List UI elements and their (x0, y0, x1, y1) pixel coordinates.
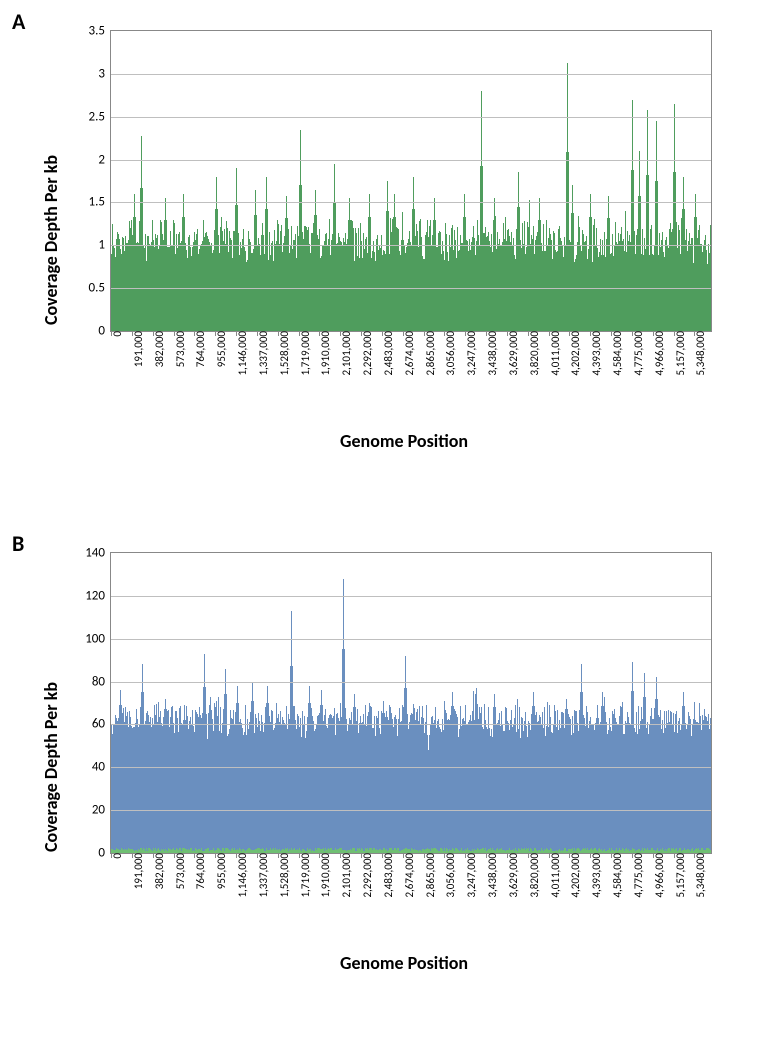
xtick: 4,966,000 (653, 853, 666, 898)
ytick: 0 (98, 846, 105, 861)
panel-b-plot: 0204060801001201400191,000382,000573,000… (110, 552, 712, 854)
xtick: 2,101,000 (340, 853, 353, 898)
xtick: 0 (111, 331, 124, 337)
xtick: 3,247,000 (465, 853, 478, 898)
ytick: 120 (85, 588, 105, 603)
ytick: 1 (98, 238, 105, 253)
panel-b-label: B (12, 530, 24, 557)
xtick: 382,000 (153, 331, 166, 367)
xtick: 2,292,000 (361, 853, 374, 898)
panel-b-bars (111, 553, 711, 853)
panel-b-ylabel: Coverage Depth Per kb (40, 682, 62, 852)
xtick: 191,000 (132, 331, 145, 367)
page: A Coverage Depth Per kb 00.511.522.533.5… (0, 0, 758, 1044)
xtick: 1,719,000 (299, 331, 312, 376)
panel-a-ylabel: Coverage Depth Per kb (40, 155, 62, 325)
xtick: 1,337,000 (257, 331, 270, 376)
xtick: 1,337,000 (257, 853, 270, 898)
ytick: 3.5 (89, 24, 105, 39)
xtick: 4,202,000 (569, 853, 582, 898)
ytick: 60 (92, 717, 105, 732)
xtick: 4,393,000 (590, 853, 603, 898)
xtick: 764,000 (194, 853, 207, 889)
xtick: 2,101,000 (340, 331, 353, 376)
xtick: 4,775,000 (632, 853, 645, 898)
xtick: 3,629,000 (507, 853, 520, 898)
panel-a-xlabel: Genome Position (340, 430, 468, 452)
panel-a-bars (111, 31, 711, 331)
xtick: 5,157,000 (674, 853, 687, 898)
xtick: 1,528,000 (278, 331, 291, 376)
xtick: 955,000 (215, 853, 228, 889)
xtick: 573,000 (174, 331, 187, 367)
ytick: 1.5 (89, 195, 105, 210)
xtick: 5,348,000 (694, 331, 707, 376)
ytick: 140 (85, 546, 105, 561)
xtick: 764,000 (194, 331, 207, 367)
xtick: 4,584,000 (611, 331, 624, 376)
xtick: 4,011,000 (549, 331, 562, 376)
xtick: 2,292,000 (361, 331, 374, 376)
xtick: 3,820,000 (528, 853, 541, 898)
xtick: 2,674,000 (403, 331, 416, 376)
panel-a-plot: 00.511.522.533.50191,000382,000573,00076… (110, 30, 712, 332)
ytick: 20 (92, 803, 105, 818)
xtick: 2,483,000 (382, 331, 395, 376)
ytick: 2 (98, 152, 105, 167)
panel-a: Coverage Depth Per kb 00.511.522.533.501… (40, 10, 720, 480)
panel-b-xlabel: Genome Position (340, 952, 468, 974)
xtick: 3,056,000 (444, 853, 457, 898)
xtick: 1,910,000 (319, 853, 332, 898)
xtick: 4,393,000 (590, 331, 603, 376)
xtick: 3,438,000 (486, 331, 499, 376)
xtick: 3,438,000 (486, 853, 499, 898)
xtick: 191,000 (132, 853, 145, 889)
xtick: 0 (111, 853, 124, 859)
ytick: 0.5 (89, 281, 105, 296)
xtick: 3,056,000 (444, 331, 457, 376)
xtick: 1,528,000 (278, 853, 291, 898)
ytick: 3 (98, 66, 105, 81)
xtick: 4,966,000 (653, 331, 666, 376)
xtick: 1,910,000 (319, 331, 332, 376)
ytick: 2.5 (89, 109, 105, 124)
panel-a-label: A (12, 8, 25, 35)
xtick: 573,000 (174, 853, 187, 889)
ytick: 0 (98, 324, 105, 339)
xtick: 3,629,000 (507, 331, 520, 376)
panel-b: Coverage Depth Per kb 020406080100120140… (40, 532, 720, 1012)
ytick: 80 (92, 674, 105, 689)
xtick: 3,247,000 (465, 331, 478, 376)
xtick: 4,202,000 (569, 331, 582, 376)
xtick: 1,719,000 (299, 853, 312, 898)
xtick: 1,146,000 (236, 853, 249, 898)
xtick: 5,348,000 (694, 853, 707, 898)
xtick: 2,865,000 (424, 331, 437, 376)
xtick: 1,146,000 (236, 331, 249, 376)
xtick: 4,011,000 (549, 853, 562, 898)
xtick: 2,674,000 (403, 853, 416, 898)
xtick: 2,483,000 (382, 853, 395, 898)
ytick: 100 (85, 631, 105, 646)
xtick: 955,000 (215, 331, 228, 367)
xtick: 5,157,000 (674, 331, 687, 376)
xtick: 4,775,000 (632, 331, 645, 376)
xtick: 382,000 (153, 853, 166, 889)
xtick: 3,820,000 (528, 331, 541, 376)
ytick: 40 (92, 760, 105, 775)
xtick: 4,584,000 (611, 853, 624, 898)
xtick: 2,865,000 (424, 853, 437, 898)
